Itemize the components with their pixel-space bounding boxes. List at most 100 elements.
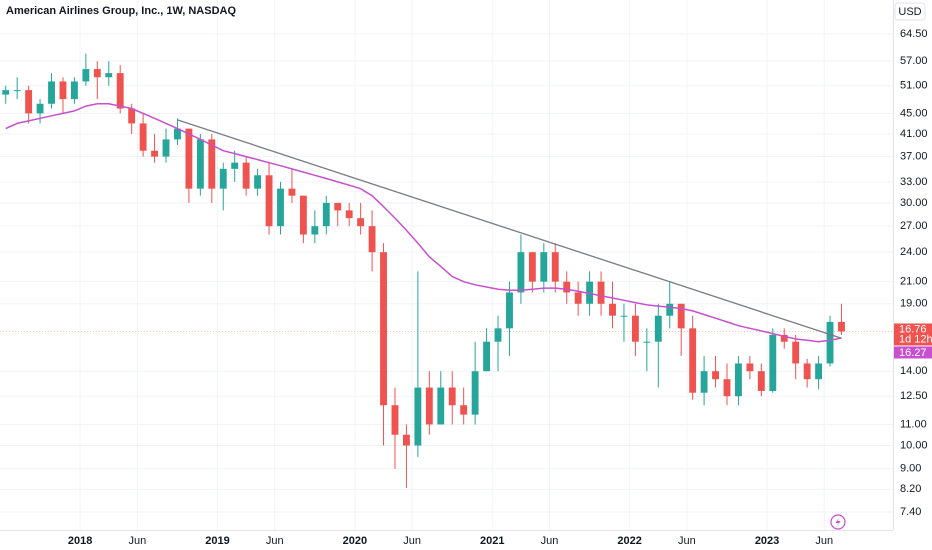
candle-body	[563, 281, 571, 293]
candle-body	[551, 252, 559, 282]
ma-price-label: 16.27	[899, 347, 927, 359]
y-tick-label: 19.00	[900, 298, 928, 310]
candle-body	[208, 139, 216, 189]
candle-body	[254, 175, 262, 189]
candle-body	[746, 363, 754, 372]
y-tick-label: 33.00	[900, 176, 928, 188]
y-tick-label: 10.00	[900, 439, 928, 451]
candle-body	[380, 252, 387, 406]
y-tick-label: 30.00	[900, 197, 928, 209]
y-tick-label: 41.00	[900, 128, 928, 140]
last-price-label: 16.76	[899, 323, 927, 335]
y-tick-label: 24.00	[900, 246, 928, 258]
candle-body	[162, 139, 170, 157]
candle-body	[620, 315, 628, 317]
candle-body	[139, 123, 147, 151]
candle-body	[792, 341, 800, 364]
x-tick-label: 2018	[68, 535, 92, 547]
candle-body	[59, 81, 67, 100]
candle-body	[414, 387, 422, 446]
candle-body	[517, 252, 525, 293]
candle-body	[574, 292, 582, 304]
candle-body	[528, 252, 536, 282]
y-tick-label: 45.00	[900, 107, 928, 119]
candle-body	[654, 315, 662, 342]
candle-body	[185, 128, 193, 189]
x-tick-label: Jun	[541, 535, 559, 547]
candle-body	[265, 175, 273, 227]
candle-body	[815, 363, 823, 380]
y-tick-label: 14.00	[900, 365, 928, 377]
candle-body	[506, 292, 513, 329]
candle-body	[483, 341, 491, 372]
x-tick-label: Jun	[266, 535, 284, 547]
candle-body	[437, 387, 445, 425]
candle-body	[689, 328, 697, 393]
candle-body	[277, 188, 284, 227]
candle-body	[70, 81, 78, 100]
x-tick-label: Jun	[129, 535, 147, 547]
candle-body	[666, 303, 674, 316]
candle-body	[402, 434, 410, 446]
ma-price-box	[894, 346, 932, 359]
candle-body	[826, 321, 834, 364]
icon-bolt[interactable]	[835, 517, 841, 527]
y-tick-label: 11.00	[900, 418, 927, 430]
candle-body	[288, 188, 296, 196]
candle-body	[174, 128, 181, 140]
x-tick-label: 2021	[480, 535, 504, 547]
candle-body	[471, 371, 479, 415]
y-tick-label: 9.00	[900, 463, 921, 475]
candle-body	[322, 202, 330, 227]
candle-body	[494, 328, 502, 342]
plot	[0, 53, 893, 488]
y-tick-label: 8.20	[900, 483, 921, 495]
x-tick-label: Jun	[403, 535, 421, 547]
y-tick-label: 21.00	[900, 276, 928, 288]
currency-box[interactable]	[894, 2, 926, 21]
candle-body	[735, 363, 742, 397]
candle-body	[2, 90, 10, 95]
candle-body	[700, 371, 708, 393]
candle-body	[838, 321, 845, 332]
x-tick-label: Jun	[678, 535, 696, 547]
candle-body	[597, 281, 605, 304]
x-tick-label: 2020	[343, 535, 367, 547]
candle-body	[299, 195, 307, 235]
candle-body	[712, 371, 719, 380]
candle-body	[219, 168, 227, 189]
candle-body	[25, 90, 33, 114]
candle-body	[368, 226, 376, 253]
chart-title: American Airlines Group, Inc., 1W, NASDA…	[6, 5, 236, 17]
candle-body	[48, 81, 55, 104]
candle-body	[631, 315, 639, 342]
x-tick-label: Jun	[815, 535, 833, 547]
candle-body	[425, 387, 433, 425]
candle-body	[13, 90, 21, 92]
y-tick-label: 27.00	[900, 220, 928, 232]
candle-body	[803, 363, 811, 380]
candle-body	[311, 226, 319, 235]
moving-average	[5, 103, 842, 343]
candle-body	[116, 73, 124, 109]
candle-body	[609, 303, 616, 316]
candle-body	[677, 303, 685, 329]
candle-body	[242, 162, 250, 189]
candle-body	[231, 162, 239, 169]
candle-body	[36, 103, 44, 114]
x-tick-label: 2019	[205, 535, 229, 547]
axes: 64.50 57.00 51.00 45.00 41.00 37.00 33.00 30.00…	[68, 28, 932, 547]
candle-body	[757, 371, 765, 391]
candle-body	[780, 334, 788, 342]
replay-icon[interactable]	[830, 514, 846, 530]
countdown-label: 1d 12h	[899, 333, 932, 345]
candle-body	[196, 139, 204, 189]
currency[interactable]: USD	[898, 6, 921, 18]
candle-body	[105, 73, 113, 78]
grid	[0, 0, 893, 530]
candle-body	[460, 405, 468, 415]
candle-body	[128, 108, 136, 124]
last-price-box	[894, 323, 932, 346]
